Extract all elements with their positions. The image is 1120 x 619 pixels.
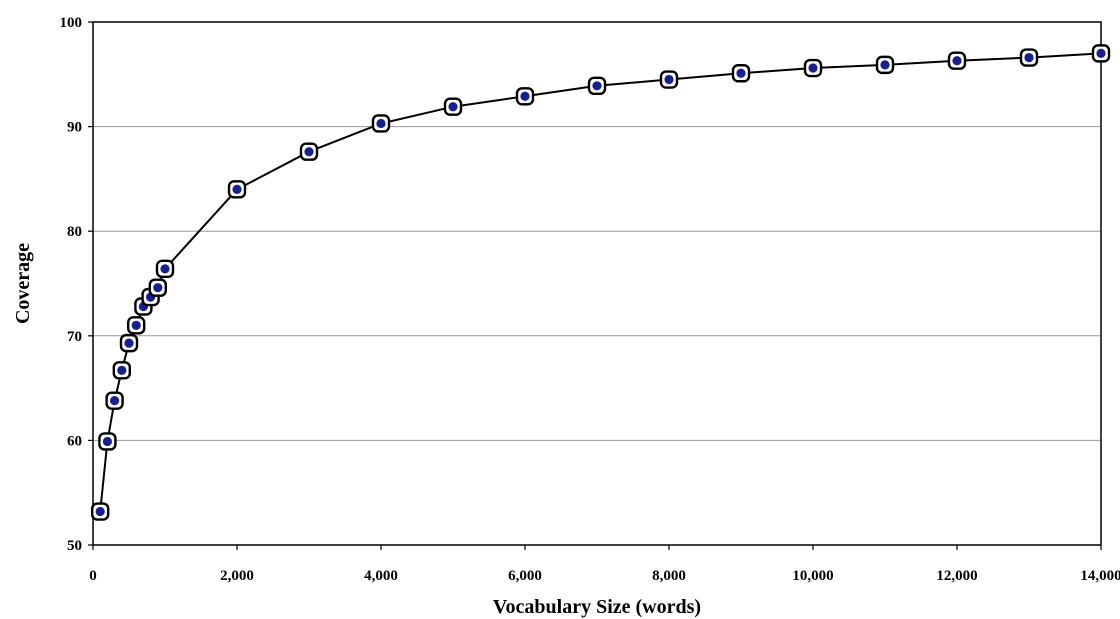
- point-marker-dot: [1096, 48, 1106, 58]
- data-point: [299, 142, 319, 161]
- series-line-group: [99, 52, 1102, 512]
- plot-area-frame: [92, 21, 1102, 546]
- data-point: [443, 97, 463, 116]
- point-marker-dot: [520, 91, 530, 101]
- point-marker-dot: [304, 147, 314, 157]
- data-point: [148, 278, 168, 297]
- y-tick-label: 100: [60, 15, 83, 31]
- data-point: [126, 316, 146, 335]
- point-marker-dot: [736, 68, 746, 78]
- x-tick-label: 10,000: [792, 568, 833, 584]
- point-marker-dot: [160, 264, 170, 274]
- data-point: [119, 333, 139, 353]
- data-point: [155, 259, 175, 279]
- data-point: [105, 391, 124, 410]
- data-point: [515, 87, 535, 106]
- point-marker-dot: [592, 81, 602, 91]
- point-marker-dot: [808, 63, 818, 73]
- series-line: [99, 52, 1102, 512]
- y-tick-label: 50: [67, 538, 82, 554]
- point-marker-dot: [131, 320, 141, 330]
- data-point: [1091, 44, 1111, 63]
- y-tick-label: 60: [67, 433, 82, 449]
- point-marker-dot: [102, 436, 112, 447]
- y-tick-label: 70: [67, 329, 82, 345]
- data-point: [90, 502, 110, 521]
- point-marker-dot: [95, 506, 105, 517]
- point-marker-dot: [952, 56, 962, 66]
- y-axis-title: Coverage: [12, 243, 34, 324]
- data-point: [659, 70, 679, 89]
- point-marker-dot: [232, 184, 242, 194]
- data-point: [112, 361, 132, 380]
- data-point: [98, 432, 117, 451]
- x-tick-label: 8,000: [652, 568, 686, 584]
- y-axis-ticks: 50 60 70 80 90 100: [60, 15, 93, 554]
- data-points: [90, 44, 1111, 521]
- point-marker-dot: [376, 118, 386, 129]
- data-point: [803, 58, 823, 78]
- point-marker-dot: [880, 60, 890, 70]
- point-marker-dot: [110, 396, 120, 406]
- data-point: [947, 51, 967, 70]
- point-marker-dot: [664, 74, 674, 85]
- x-tick-label: 14,000: [1080, 568, 1120, 584]
- x-tick-label: 2,000: [220, 568, 254, 584]
- point-marker-dot: [153, 283, 163, 293]
- point-marker-dot: [124, 338, 134, 348]
- y-tick-label: 90: [67, 120, 82, 136]
- x-axis-ticks: 0 2,000 4,000 6,000 8,000 10,000 12,000 14,000: [89, 545, 1120, 584]
- data-point: [587, 76, 607, 96]
- data-point: [1019, 48, 1039, 67]
- y-tick-label: 80: [67, 224, 82, 240]
- data-point: [875, 55, 895, 75]
- data-point: [731, 64, 751, 83]
- point-marker-dot: [117, 365, 127, 375]
- x-tick-label: 4,000: [364, 568, 398, 584]
- point-marker-dot: [1024, 52, 1034, 63]
- x-tick-label: 12,000: [936, 568, 977, 584]
- grid-lines: [93, 126, 1101, 441]
- data-point: [227, 180, 247, 199]
- x-tick-label: 6,000: [508, 568, 542, 584]
- data-point: [371, 114, 391, 133]
- x-tick-label: 0: [89, 568, 97, 584]
- point-marker-dot: [448, 102, 458, 112]
- x-axis-title: Vocabulary Size (words): [493, 596, 701, 618]
